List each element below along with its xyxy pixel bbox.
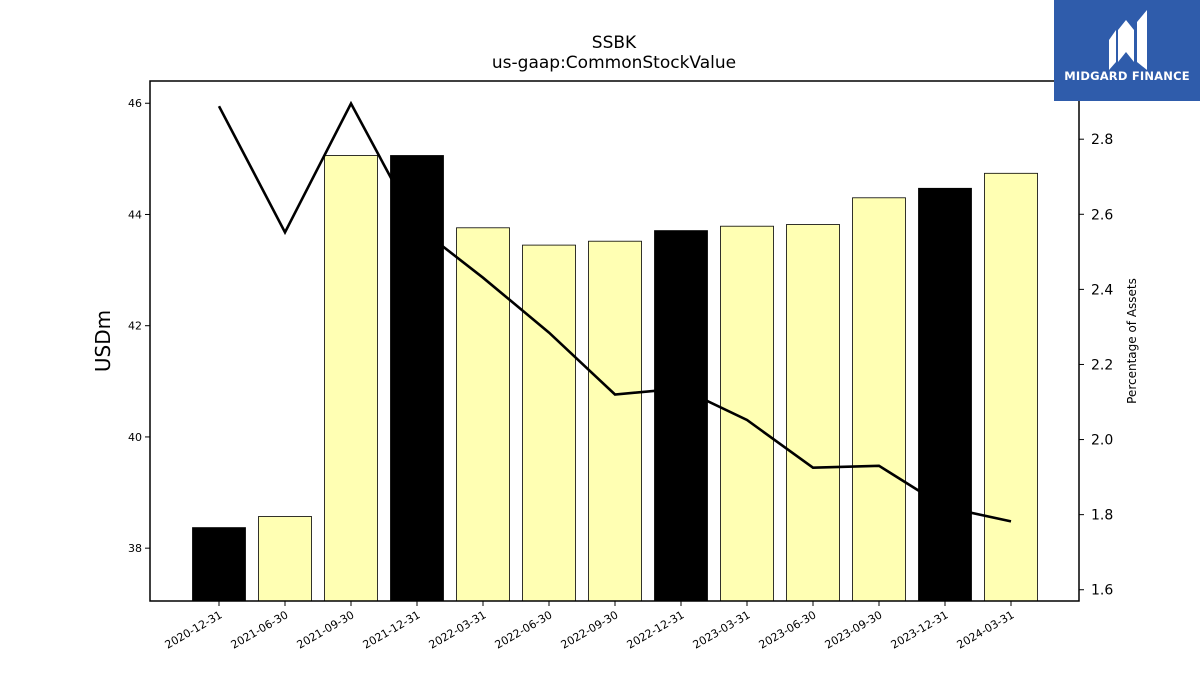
midgard-finance-logo: MIDGARD FINANCE — [1054, 0, 1200, 101]
y-tick-label: 40 — [128, 431, 142, 444]
bar — [456, 227, 510, 602]
bar — [258, 516, 312, 602]
bar — [324, 155, 378, 602]
bar — [654, 230, 708, 602]
y-tick-label: 44 — [128, 208, 142, 221]
bar — [522, 244, 576, 602]
bar — [918, 187, 972, 602]
bar — [984, 172, 1038, 602]
y2-tick-label: 1.6 — [1091, 583, 1113, 599]
x-tick-label: 2024-03-31 — [955, 608, 1017, 651]
x-tick-label: 2021-06-30 — [229, 608, 291, 651]
y2-tick-label: 1.8 — [1091, 508, 1113, 524]
y2-tick-label: 2.8 — [1091, 132, 1113, 148]
y-tick-label: 38 — [128, 542, 142, 555]
x-tick-label: 2021-09-30 — [295, 608, 357, 651]
x-tick-label: 2022-06-30 — [493, 608, 555, 651]
y-tick-label: 46 — [128, 97, 142, 110]
bar — [588, 240, 642, 602]
x-tick-label: 2022-09-30 — [559, 608, 621, 651]
bar — [390, 155, 444, 602]
x-tick-label: 2023-06-30 — [757, 608, 819, 651]
y-tick-label: 42 — [128, 320, 142, 333]
x-tick-label: 2022-12-31 — [625, 608, 687, 651]
logo-mark-icon — [1109, 10, 1147, 70]
series-line — [217, 100, 1012, 523]
x-tick-label: 2023-03-31 — [691, 608, 753, 651]
chart-title: SSBK — [592, 33, 637, 53]
x-tick-label: 2023-09-30 — [823, 608, 885, 651]
x-tick-label: 2022-03-31 — [427, 608, 489, 651]
bar — [720, 225, 774, 602]
bar — [192, 527, 246, 602]
y2-tick-label: 2.0 — [1091, 433, 1113, 449]
y2-tick-label: 2.6 — [1091, 207, 1113, 223]
bar — [786, 224, 840, 602]
y-axis-label: USDm — [91, 310, 115, 372]
y2-axis-label: Percentage of Assets — [1125, 278, 1139, 404]
chart-subtitle: us-gaap:CommonStockValue — [492, 53, 736, 73]
y2-tick-label: 2.2 — [1091, 357, 1113, 373]
x-tick-label: 2020-12-31 — [163, 608, 225, 651]
bar — [852, 197, 906, 602]
x-tick-label: 2023-12-31 — [889, 608, 951, 651]
y2-tick-label: 2.4 — [1091, 282, 1113, 298]
logo-text: MIDGARD FINANCE — [1064, 69, 1190, 83]
x-tick-label: 2021-12-31 — [361, 608, 423, 651]
